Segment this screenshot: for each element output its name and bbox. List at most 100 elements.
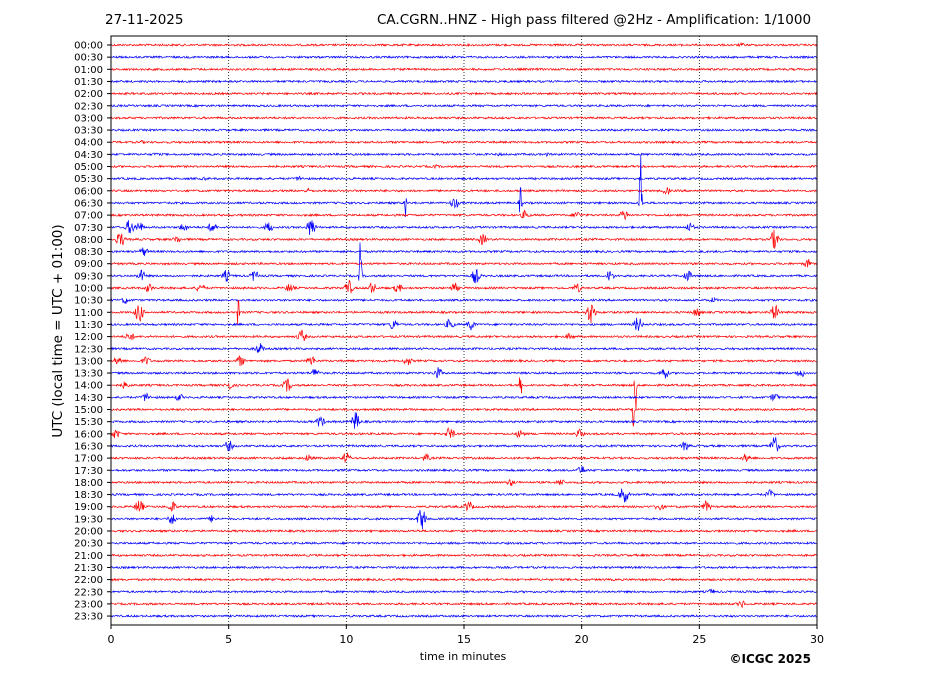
trace-row-1030 <box>110 296 817 304</box>
trace-row-1500 <box>110 407 817 427</box>
y-tick-label: 14:30 <box>74 393 103 404</box>
y-tick-label: 10:30 <box>74 296 103 307</box>
y-tick-label: 23:00 <box>74 599 103 610</box>
y-tick-label: 23:30 <box>74 612 103 623</box>
y-tick-label: 18:30 <box>74 490 103 501</box>
trace-row-2130 <box>110 565 817 570</box>
y-tick-label: 16:30 <box>74 441 103 452</box>
y-tick-label: 04:30 <box>74 150 103 161</box>
x-tick-label: 5 <box>225 633 232 646</box>
y-tick-label: 16:00 <box>74 429 103 440</box>
y-axis-label: UTC (local time = UTC + 01:00) <box>50 224 66 437</box>
trace-row-0830 <box>110 247 817 257</box>
chart-title: CA.CGRN..HNZ - High pass filtered @2Hz -… <box>377 12 812 28</box>
trace-row-1930 <box>110 509 817 530</box>
trace-row-0630 <box>110 155 817 217</box>
y-tick-label: 05:00 <box>74 162 103 173</box>
trace-row-1600 <box>110 427 817 439</box>
y-tick-label: 00:00 <box>74 41 103 52</box>
trace-row-0200 <box>110 91 817 96</box>
trace-row-1700 <box>110 452 817 463</box>
gridlines <box>228 36 700 625</box>
chart-date: 27-11-2025 <box>105 12 184 28</box>
y-tick-label: 12:30 <box>74 344 103 355</box>
trace-row-2330 <box>110 613 817 619</box>
x-axis-label: time in minutes <box>420 650 507 663</box>
trace-row-1330 <box>111 367 817 379</box>
y-tick-label: 20:30 <box>74 539 103 550</box>
trace-row-0900 <box>110 259 817 268</box>
traces <box>110 42 817 619</box>
trace-row-0730 <box>110 220 817 236</box>
y-tick-label: 13:30 <box>74 369 103 380</box>
trace-row-0930 <box>110 242 817 284</box>
y-tick-label: 15:30 <box>74 417 103 428</box>
x-tick-label: 15 <box>457 633 471 646</box>
trace-row-1900 <box>110 499 817 512</box>
y-tick-label: 18:00 <box>74 478 103 489</box>
y-tick-label: 15:00 <box>74 405 103 416</box>
trace-row-0230 <box>110 103 817 108</box>
y-tick-label: 11:00 <box>74 308 103 319</box>
trace-row-2230 <box>110 588 817 594</box>
y-tick-label: 09:00 <box>74 259 103 270</box>
trace-row-0430 <box>110 152 817 157</box>
y-tick-label: 22:30 <box>74 587 103 598</box>
trace-row-0530 <box>110 175 817 181</box>
y-tick-label: 12:00 <box>74 332 103 343</box>
trace-row-1200 <box>111 329 817 341</box>
x-tick-label: 25 <box>692 633 706 646</box>
y-tick-label: 02:30 <box>74 101 103 112</box>
trace-row-0400 <box>110 140 817 145</box>
trace-row-0000 <box>110 42 817 48</box>
y-tick-label: 00:30 <box>74 53 103 64</box>
x-tick-label: 10 <box>339 633 353 646</box>
trace-row-2300 <box>110 600 817 609</box>
y-tick-label: 02:00 <box>74 89 103 100</box>
y-tick-label: 06:00 <box>74 186 103 197</box>
y-tick-label: 20:00 <box>74 527 103 538</box>
y-tick-label: 07:00 <box>74 211 103 222</box>
y-tick-label: 22:00 <box>74 575 103 586</box>
trace-row-1730 <box>110 465 817 474</box>
y-tick-label: 21:30 <box>74 563 103 574</box>
copyright-text: ©ICGC 2025 <box>729 652 811 666</box>
y-tick-label: 14:00 <box>74 381 103 392</box>
trace-row-1830 <box>110 488 817 503</box>
y-tick-label: 01:00 <box>74 65 103 76</box>
x-tick-label: 20 <box>575 633 589 646</box>
trace-row-0030 <box>110 55 817 60</box>
trace-row-1530 <box>110 412 817 429</box>
trace-row-2100 <box>110 553 817 558</box>
trace-row-2200 <box>110 577 817 582</box>
y-tick-label: 21:00 <box>74 551 103 562</box>
trace-row-1800 <box>110 479 817 487</box>
trace-row-2030 <box>110 541 817 546</box>
y-tick-label: 07:30 <box>74 223 103 234</box>
trace-row-0100 <box>110 67 817 72</box>
y-tick-label: 19:00 <box>74 502 103 513</box>
y-tick-label: 06:30 <box>74 198 103 209</box>
trace-row-0700 <box>110 209 817 221</box>
y-tick-label: 03:00 <box>74 113 103 124</box>
y-tick-label: 05:30 <box>74 174 103 185</box>
trace-row-1100 <box>110 300 817 325</box>
y-tick-label: 03:30 <box>74 126 103 137</box>
x-tick-label: 0 <box>108 633 115 646</box>
trace-row-0300 <box>110 115 817 120</box>
trace-row-1230 <box>110 343 817 353</box>
trace-row-0330 <box>110 127 817 133</box>
y-tick-label: 17:00 <box>74 454 103 465</box>
y-tick-label: 01:30 <box>74 77 103 88</box>
y-tick-label: 10:00 <box>74 284 103 295</box>
trace-row-0500 <box>110 163 817 170</box>
y-tick-label: 17:30 <box>74 466 103 477</box>
trace-row-1630 <box>110 437 817 452</box>
trace-row-1430 <box>110 392 817 402</box>
y-tick-label: 08:00 <box>74 235 103 246</box>
y-tick-label: 11:30 <box>74 320 103 331</box>
x-tick-label: 30 <box>810 633 824 646</box>
trace-row-1130 <box>110 317 817 331</box>
